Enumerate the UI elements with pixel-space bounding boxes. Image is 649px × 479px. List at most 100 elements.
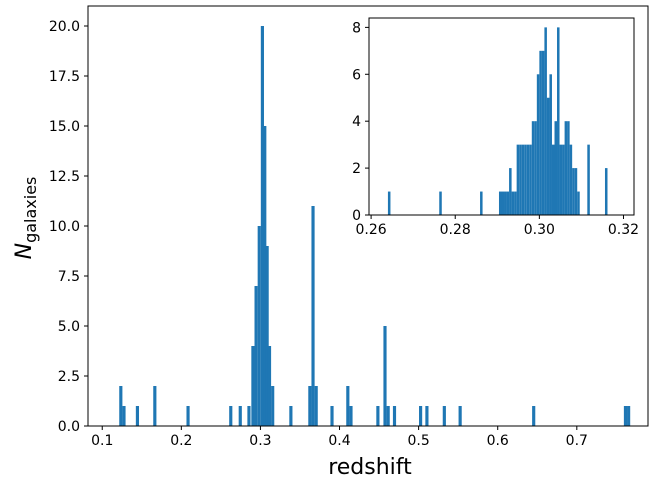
main-bar	[229, 406, 233, 426]
main-bar	[254, 286, 258, 426]
inset-bar	[549, 74, 552, 215]
inset-bar	[531, 121, 535, 215]
main-bar	[263, 126, 267, 426]
main-x-ticks: 0.1 0.2 0.3 0.4 0.5 0.6 0.7	[91, 426, 588, 449]
inset-bar	[536, 74, 540, 215]
inset-y-tick-label: 0	[352, 208, 361, 224]
main-x-tick-label: 0.7	[566, 433, 588, 449]
main-bar	[627, 406, 631, 426]
inset-bar	[498, 191, 502, 215]
inset-bar	[514, 191, 517, 215]
inset-bar	[539, 50, 542, 215]
inset-bar	[509, 168, 512, 215]
main-bar	[311, 206, 315, 426]
main-bar	[532, 406, 536, 426]
inset-bar	[577, 191, 580, 215]
main-y-tick-label: 10.0	[49, 219, 80, 235]
main-bar	[386, 406, 390, 426]
inset-bar	[519, 144, 522, 215]
inset-bar	[569, 144, 573, 215]
main-bar	[314, 386, 318, 426]
inset-bar	[511, 191, 515, 215]
inset-bar	[524, 144, 527, 215]
inset-bar	[587, 144, 590, 215]
main-bar	[257, 226, 261, 426]
main-bar	[392, 406, 397, 426]
main-bar	[346, 386, 350, 426]
inset-bar	[439, 191, 442, 215]
main-x-tick-label: 0.5	[407, 433, 429, 449]
inset-bar	[480, 191, 483, 215]
main-bar	[623, 406, 628, 426]
main-x-tick-label: 0.4	[328, 433, 350, 449]
inset-y-ticks: 0 2 4 6 8	[352, 20, 369, 224]
main-bar	[419, 406, 423, 426]
inset-bar	[567, 121, 570, 215]
main-bar	[135, 406, 140, 426]
y-axis-label-group: Ngalaxies	[12, 177, 40, 260]
main-y-tick-label: 20.0	[49, 19, 80, 35]
inset-bar	[501, 191, 505, 215]
main-x-tick-label: 0.2	[170, 433, 192, 449]
inset-bar	[604, 168, 608, 215]
inset-axes: 0.26 0.28 0.30 0.32 0 2 4 6 8	[352, 17, 639, 238]
main-bar	[442, 406, 446, 426]
inset-bar	[504, 191, 507, 215]
main-bar	[289, 406, 293, 426]
main-plot-frame	[87, 5, 649, 427]
y-axis-label: Ngalaxies	[12, 177, 40, 260]
inset-bar	[544, 27, 547, 215]
inset-bar	[572, 168, 575, 215]
inset-y-tick-label: 4	[352, 114, 361, 130]
main-y-tick-label: 15.0	[49, 119, 80, 135]
main-bar	[251, 346, 255, 426]
main-bar	[308, 386, 312, 426]
inset-bar	[529, 144, 532, 215]
inset-bar	[546, 97, 550, 215]
main-y-ticks: 0.0 2.5 5.0 7.5 10.0 12.5 15.0 17.5 20.0	[49, 19, 88, 435]
main-bar	[260, 26, 264, 426]
inset-bar	[541, 50, 545, 215]
main-x-tick-label: 0.6	[487, 433, 509, 449]
main-y-tick-label: 0.0	[58, 419, 80, 435]
main-bar	[349, 406, 353, 426]
main-y-tick-label: 17.5	[49, 69, 80, 85]
main-bar	[376, 406, 380, 426]
inset-bar	[574, 168, 578, 215]
main-y-tick-label: 5.0	[58, 319, 80, 335]
inset-bars	[387, 27, 608, 215]
inset-bar	[562, 144, 565, 215]
main-bar	[425, 406, 429, 426]
main-bar	[238, 406, 242, 426]
inset-bar	[387, 191, 391, 215]
inset-bar	[506, 191, 510, 215]
main-bar	[458, 406, 462, 426]
inset-bar	[534, 121, 537, 215]
main-bar	[153, 386, 157, 426]
inset-y-tick-label: 2	[352, 161, 361, 177]
main-bar	[186, 406, 190, 426]
main-bar	[265, 246, 269, 426]
inset-bar	[526, 144, 530, 215]
inset-background	[369, 18, 634, 215]
inset-x-tick-label: 0.32	[608, 222, 639, 238]
main-bars	[119, 26, 631, 426]
inset-y-tick-label: 6	[352, 67, 361, 83]
inset-x-tick-label: 0.26	[356, 222, 387, 238]
inset-x-ticks: 0.26 0.28 0.30 0.32	[356, 215, 639, 238]
main-bar	[271, 386, 275, 426]
main-axes: 0.1 0.2 0.3 0.4 0.5 0.6 0.7 0.0 2.5 5.0 7.5 10.0 12…	[12, 5, 649, 479]
inset-x-tick-label: 0.30	[524, 222, 555, 238]
inset-bar	[551, 144, 555, 215]
main-bar	[119, 386, 123, 426]
inset-x-tick-label: 0.28	[440, 222, 471, 238]
inset-bar	[516, 144, 520, 215]
inset-y-tick-label: 8	[352, 20, 361, 36]
inset-plot-frame	[368, 17, 635, 216]
main-bar	[122, 406, 126, 426]
main-y-tick-label: 2.5	[58, 369, 80, 385]
main-x-tick-label: 0.1	[91, 433, 113, 449]
main-bar	[330, 406, 334, 426]
inset-bar	[564, 121, 568, 215]
